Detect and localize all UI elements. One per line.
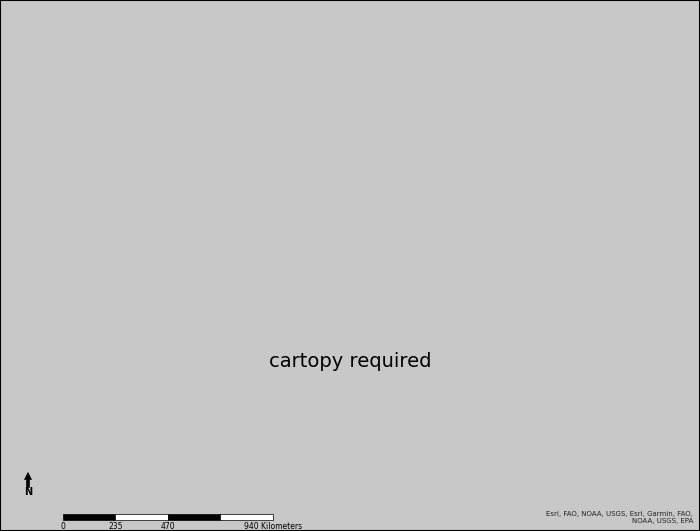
- Bar: [220, 515, 273, 520]
- Text: Esri, FAO, NOAA, USGS, Esri, Garmin, FAO,
NOAA, USGS, EPA: Esri, FAO, NOAA, USGS, Esri, Garmin, FAO…: [546, 511, 693, 524]
- Bar: [63, 515, 116, 520]
- Text: 235: 235: [108, 522, 122, 531]
- Text: 0: 0: [61, 522, 65, 531]
- Text: 940 Kilometers: 940 Kilometers: [244, 522, 302, 531]
- Text: N: N: [24, 487, 32, 497]
- Bar: [116, 515, 168, 520]
- Text: 470: 470: [161, 522, 175, 531]
- Text: cartopy required: cartopy required: [269, 352, 431, 371]
- Bar: [168, 515, 220, 520]
